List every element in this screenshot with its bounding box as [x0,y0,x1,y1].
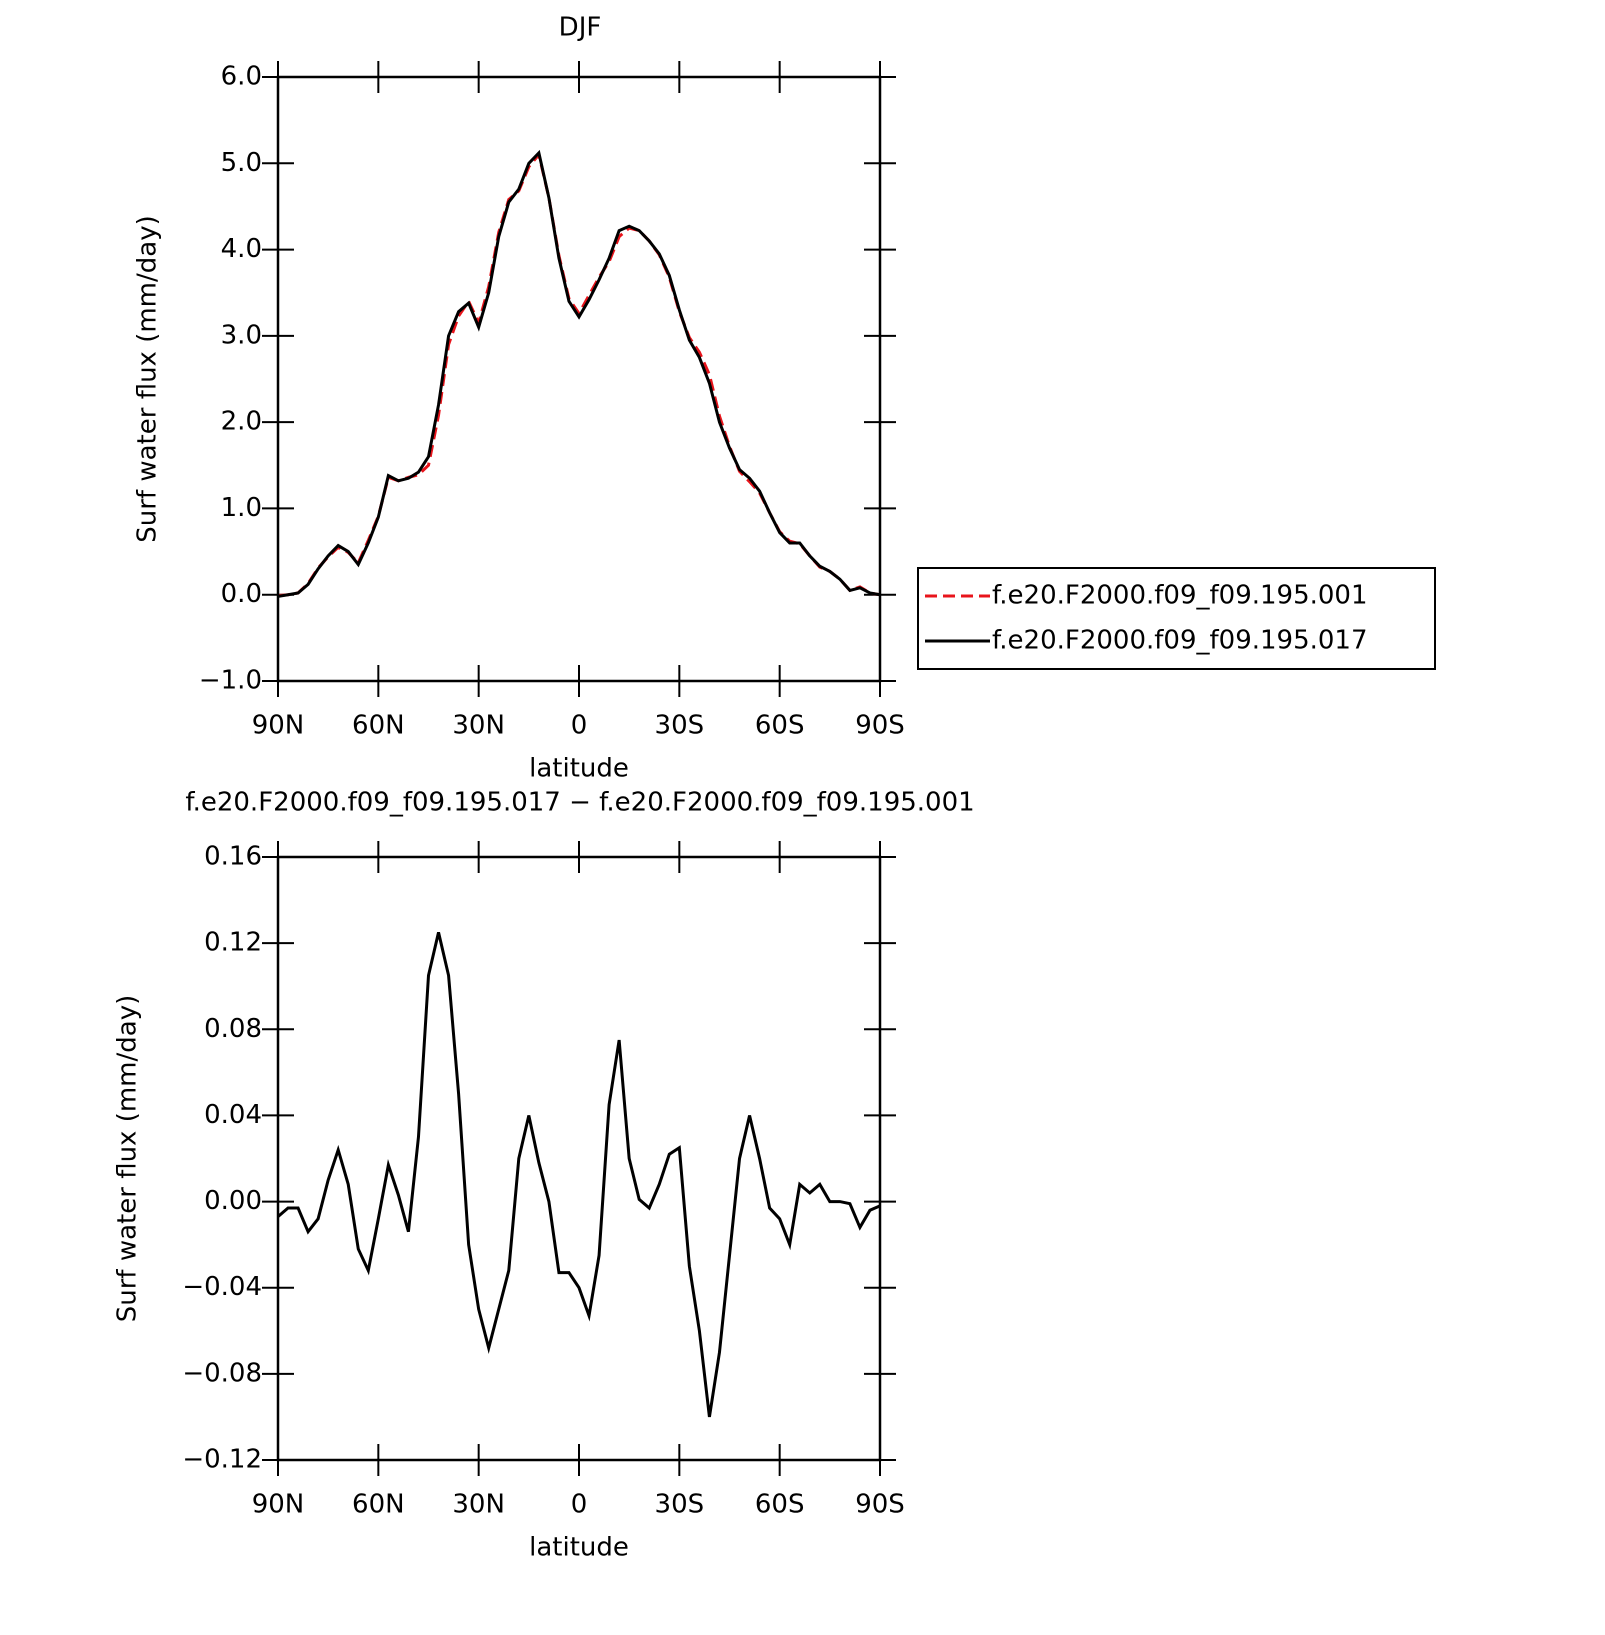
x-tick-label: 30N [452,711,505,741]
y-tick-label: −0.12 [182,1445,262,1475]
y-tick-label: 4.0 [221,234,262,264]
x-tick-label: 30S [655,1490,705,1520]
x-tick-label: 30S [655,711,705,741]
chart-title: f.e20.F2000.f09_f09.195.017 − f.e20.F200… [185,788,974,818]
plot-frame [276,855,882,1462]
data-line [277,932,881,1418]
y-tick-label: 0.0 [221,579,262,609]
y-tick-label: 0.08 [204,1014,262,1044]
data-line [277,149,881,598]
y-tick-label: 0.16 [204,842,262,872]
x-tick-label: 60S [755,711,805,741]
x-tick-label: 60N [352,1490,405,1520]
x-tick-label: 90N [252,711,305,741]
x-tick-label: 30N [452,1490,505,1520]
x-tick-label: 0 [571,1490,588,1520]
x-tick-label: 90N [252,1490,305,1520]
x-axis-label: latitude [529,1533,629,1563]
x-tick-label: 60S [755,1490,805,1520]
y-tick-label: 0.04 [204,1100,262,1130]
y-tick-label: 3.0 [221,320,262,350]
chart-title: DJF [559,13,602,43]
x-tick-label: 60N [352,711,405,741]
x-tick-label: 90S [855,1490,905,1520]
y-axis-label: Surf water flux (mm/day) [113,995,143,1322]
y-tick-label: −0.08 [182,1358,262,1388]
x-tick-label: 90S [855,711,905,741]
y-tick-label: 2.0 [221,407,262,437]
y-tick-label: 0.00 [204,1186,262,1216]
y-axis-label: Surf water flux (mm/day) [133,215,163,542]
legend-box [917,567,1436,670]
y-tick-label: 0.12 [204,928,262,958]
data-line [277,151,881,598]
x-tick-label: 0 [571,711,588,741]
plot-frame [276,75,882,683]
x-axis-label: latitude [529,754,629,784]
y-tick-label: 5.0 [221,148,262,178]
legend-label: f.e20.F2000.f09_f09.195.001 [992,581,1368,611]
y-tick-label: 6.0 [221,62,262,92]
y-tick-label: −0.04 [182,1272,262,1302]
y-tick-label: −1.0 [199,666,262,696]
legend-label: f.e20.F2000.f09_f09.195.017 [992,626,1368,656]
y-tick-label: 1.0 [221,493,262,523]
